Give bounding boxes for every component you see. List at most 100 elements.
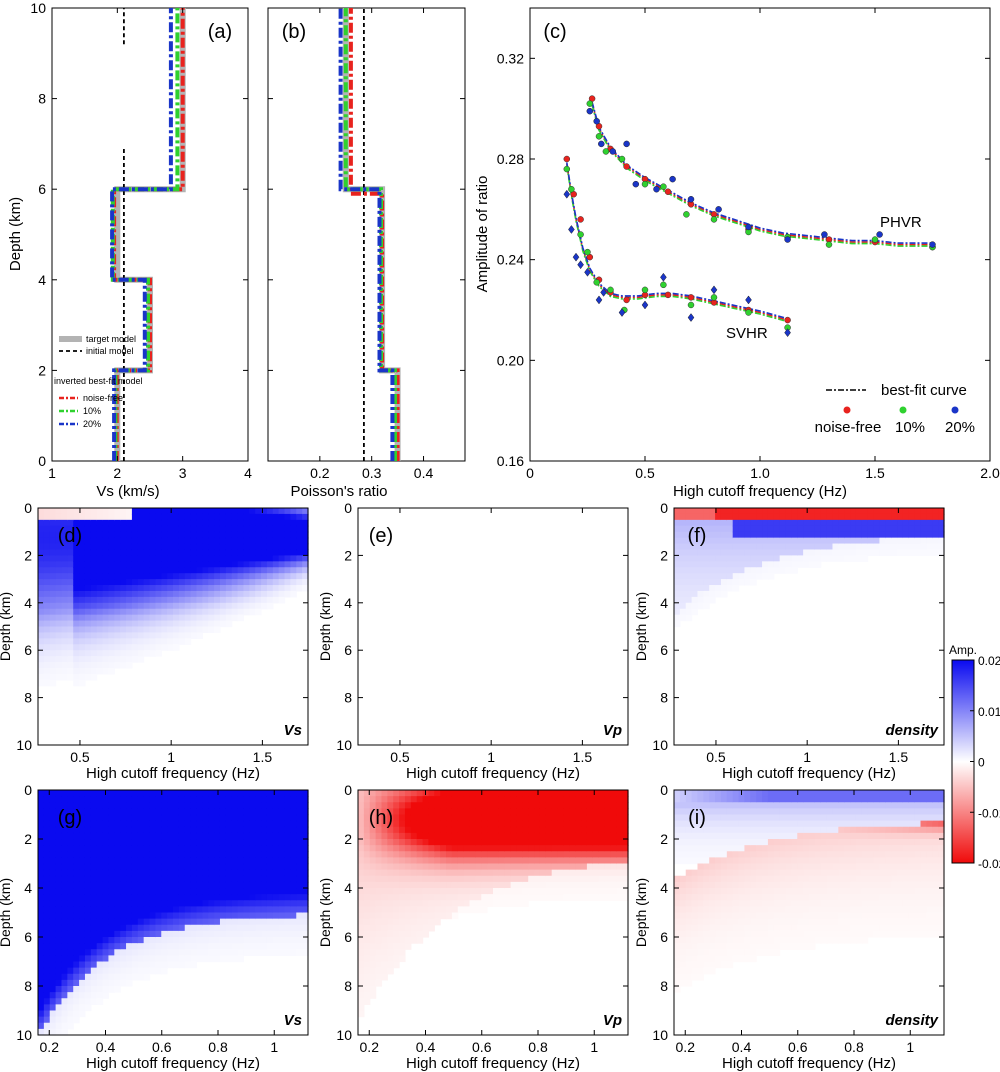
heatmap-cell [120,579,127,586]
heatmap-cell [131,531,139,539]
heatmap-cell [167,531,174,539]
heatmap-cell [481,839,488,846]
heatmap-cell [243,888,250,895]
heatmap-cell [785,845,792,852]
heatmap-cell [679,519,687,527]
heatmap-cell [79,894,86,901]
heatmap-cell [108,894,115,901]
heatmap-cell [703,937,710,944]
heatmap-cell [79,863,86,871]
heatmap-cell [219,531,227,539]
heatmap-cell [214,567,221,574]
heatmap-cell [90,930,98,938]
heatmap-cell [375,918,383,926]
heatmap-cell [208,814,215,822]
heatmap-cell [720,900,728,907]
heatmap-cell [709,513,716,521]
heatmap-cell [55,608,63,616]
heatmap-cell [208,839,215,846]
heatmap-cell [120,851,127,858]
heatmap-cell [738,549,746,556]
heatmap-cell [231,930,239,938]
heatmap-cell [879,863,886,871]
heatmap-cell [393,918,400,926]
heatmap-cell [867,869,875,877]
heatmap-cell [803,561,810,568]
heatmap-cell [891,531,898,539]
heatmap-cell [49,549,57,556]
heatmap-cell [84,614,92,622]
heatmap-cell [55,1028,63,1036]
heatmap-cell [43,961,51,969]
heatmap-cell [832,796,839,803]
heatmap-cell [557,826,565,834]
heatmap-cell [616,796,623,803]
heatmap-cell [84,820,92,828]
heatmap-cell [762,881,769,889]
heatmap-cell [592,796,600,803]
heatmap-cell [545,826,553,834]
heatmap-cell [838,912,845,920]
heatmap-cell [622,894,629,901]
heatmap-cell [231,549,239,556]
heatmap-cell [261,508,268,515]
heatmap-cell [149,644,156,651]
heatmap-cell [296,513,303,521]
heatmap-cell [891,519,898,527]
heatmap-cell [43,549,51,556]
heatmap-cell [114,912,121,920]
heatmap-cell [791,888,798,895]
heatmap-cell [173,881,180,889]
heatmap-cell [184,814,192,822]
heatmap-cell [697,820,704,828]
heatmap-cell [173,567,180,574]
heatmap-cell [149,796,156,803]
heatmap-cell [879,869,886,877]
heatmap-cell [190,573,198,580]
heatmap-cell [202,513,209,521]
heatmap-cell [43,992,51,999]
heatmap-cell [155,937,162,944]
heatmap-cell [767,832,775,840]
heatmap-cell [290,808,297,816]
heatmap-cell [49,620,57,628]
heatmap-cell [809,790,816,797]
heatmap-cell [167,918,174,926]
heatmap-cell [219,537,227,545]
heatmap-cell [785,555,792,562]
heatmap-cell [49,679,57,687]
heatmap-cell [114,638,121,645]
heatmap-cell [885,537,892,545]
heatmap-cell [173,857,180,865]
heatmap-cell [493,796,500,803]
heatmap-cell [691,590,699,598]
heatmap-cell [79,955,86,963]
heatmap-cell [767,924,775,932]
heatmap-cell [932,525,939,533]
heatmap-cell [255,918,262,926]
heatmap-cell [272,531,280,539]
heatmap-cell [231,579,239,586]
heatmap-cell [290,930,297,938]
heatmap-cell [225,508,233,515]
heatmap-cell [73,590,80,598]
heatmap-cell [108,590,115,598]
heatmap-cell [428,900,435,907]
heatmap-cell [363,912,371,920]
heatmap-cell [161,875,168,883]
heatmap-cell [73,519,80,527]
heatmap-cell [202,608,209,616]
heatmap-cell [814,888,822,895]
heatmap-cell [826,888,834,895]
heatmap-cell [381,937,388,944]
heatmap-cell [475,906,482,914]
heatmap-cell [126,513,133,521]
heatmap-cell [539,888,547,895]
heatmap-cell [79,998,86,1005]
heatmap-cell [272,555,280,562]
heatmap-cell [504,802,512,809]
heatmap-cell [161,839,168,846]
heatmap-cell [261,596,268,604]
heatmap-cell [779,561,787,568]
heatmap-cell [173,961,180,969]
